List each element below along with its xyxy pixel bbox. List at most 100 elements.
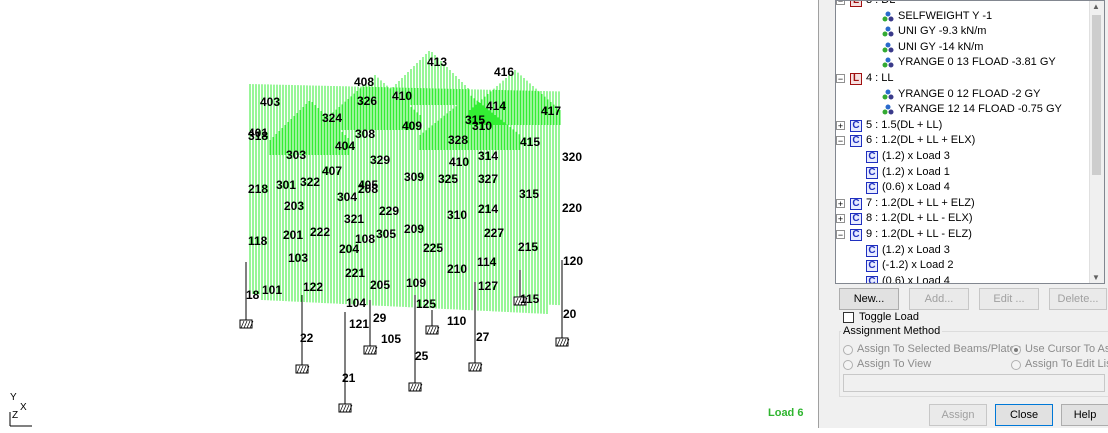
beam-label: 327 (478, 172, 498, 186)
tree-row[interactable]: + C 8 : 1.2(DL + LL - ELX) (836, 211, 1092, 227)
beam-label: 325 (438, 172, 458, 186)
beam-label: 410 (449, 155, 469, 169)
tree-row[interactable]: C (1.2) x Load 3 (836, 243, 1092, 259)
support-hatch (418, 383, 423, 392)
tree-row-label: 3 : DL (866, 0, 896, 6)
combo-load-icon: C (866, 260, 878, 273)
tree-row[interactable]: YRANGE 0 13 FLOAD -3.81 GY (836, 55, 1092, 71)
support-hatch (469, 363, 474, 372)
close-button[interactable]: Close (995, 404, 1053, 426)
help-button[interactable]: Help (1061, 404, 1108, 426)
beam-label: 324 (322, 111, 342, 125)
combo-load-icon: C (866, 182, 878, 195)
assign-button[interactable]: Assign (929, 404, 987, 426)
collapse-icon[interactable]: − (836, 1, 845, 6)
load-item-icon (882, 89, 894, 101)
beam-label: 321 (344, 212, 364, 226)
scroll-thumb[interactable] (1092, 15, 1101, 175)
axis-z-label: Z (12, 410, 18, 421)
combo-load-icon: C (850, 197, 862, 210)
beam-label: 205 (370, 278, 390, 292)
beam-label: 125 (416, 297, 436, 311)
beam-label: 301 (276, 178, 296, 192)
tree-row[interactable]: UNI GY -14 kN/m (836, 40, 1092, 56)
tree-row[interactable]: − C 6 : 1.2(DL + LL + ELX) (836, 133, 1092, 149)
beam-label: 404 (335, 139, 355, 153)
tree-row-label: (1.2) x Load 3 (882, 243, 950, 256)
edit-list-field[interactable] (843, 374, 1105, 392)
beam-label: 20 (563, 307, 577, 321)
tree-row[interactable]: − C 9 : 1.2(DL + LL - ELZ) (836, 227, 1092, 243)
collapse-icon[interactable]: − (836, 229, 845, 240)
support-hatch (345, 404, 350, 413)
add-button[interactable]: Add... (909, 288, 969, 310)
collapse-icon[interactable]: − (836, 136, 845, 147)
tree-row[interactable]: SELFWEIGHT Y -1 (836, 9, 1092, 25)
beam-label: 308 (355, 127, 375, 141)
support-hatch (478, 363, 483, 372)
tree-row[interactable]: YRANGE 12 14 FLOAD -0.75 GY (836, 102, 1092, 118)
beam-label: 417 (541, 104, 561, 118)
tree-scrollbar[interactable]: ▲ ▼ (1089, 1, 1104, 283)
beam-label: 401 (248, 126, 268, 140)
combo-load-icon: C (866, 166, 878, 179)
tree-row[interactable]: YRANGE 0 12 FLOAD -2 GY (836, 87, 1092, 103)
beam-label: 203 (284, 199, 304, 213)
radio-assign-to-view[interactable] (843, 360, 853, 370)
beam-label: 29 (373, 311, 387, 325)
tree-row[interactable]: C (-1.2) x Load 2 (836, 258, 1092, 274)
beam-label: 408 (354, 75, 374, 89)
tree-row-label: UNI GY -9.3 kN/m (898, 25, 987, 38)
support-hatch (364, 346, 369, 355)
tree-row[interactable]: − L 4 : LL (836, 71, 1092, 87)
beam-label: 115 (520, 292, 540, 306)
scroll-down-icon[interactable]: ▼ (1092, 273, 1100, 282)
combo-load-icon: C (850, 135, 862, 148)
beam-label: 229 (379, 204, 399, 218)
beam-label: 103 (288, 251, 308, 265)
support-hatch (299, 365, 304, 374)
toggle-load-label: Toggle Load (859, 311, 919, 323)
tree-row[interactable]: C (0.6) x Load 4 (836, 274, 1092, 283)
tree-row[interactable]: C (0.6) x Load 4 (836, 180, 1092, 196)
tree-row[interactable]: C (1.2) x Load 1 (836, 165, 1092, 181)
beam-label: 121 (349, 317, 369, 331)
tree-row-label: (1.2) x Load 1 (882, 165, 950, 178)
tree-row-label: (1.2) x Load 3 (882, 149, 950, 162)
beam-label: 413 (427, 55, 447, 69)
load-item-icon (882, 104, 894, 116)
tree-row[interactable]: + C 7 : 1.2(DL + LL + ELZ) (836, 196, 1092, 212)
beam-label: 120 (563, 254, 583, 268)
toggle-load-checkbox[interactable] (843, 312, 854, 323)
collapse-icon[interactable]: − (836, 73, 845, 84)
assignment-method-title: Assignment Method (841, 325, 943, 337)
load-item-icon (882, 57, 894, 69)
radio-selected-beams[interactable] (843, 345, 853, 355)
model-viewport[interactable]: 413 416 408 417 403 326 410 414 324 401 409 315 308 4… (0, 0, 815, 428)
beam-label: 109 (406, 276, 426, 290)
combo-load-icon: C (850, 119, 862, 132)
expand-icon[interactable]: + (836, 214, 845, 225)
expand-icon[interactable]: + (836, 120, 845, 131)
support-hatch (472, 363, 477, 372)
beam-label: 410 (392, 89, 412, 103)
tree-row[interactable]: − L 3 : DL (836, 0, 1092, 9)
tree-row[interactable]: C (1.2) x Load 3 (836, 149, 1092, 165)
scroll-up-icon[interactable]: ▲ (1092, 2, 1100, 11)
new-button[interactable]: New... (839, 288, 899, 310)
support-hatch (426, 326, 431, 335)
radio-use-cursor[interactable] (1011, 345, 1021, 355)
support-hatch (514, 297, 519, 306)
beam-label: 405 (358, 178, 378, 192)
radio-edit-list[interactable] (1011, 360, 1021, 370)
load-tree[interactable]: − L 3 : DL SELFWEIGHT Y -1 UNI GY -9.3 kN/m U… (835, 0, 1105, 284)
beam-label: 209 (404, 222, 424, 236)
tree-row[interactable]: + C 5 : 1.5(DL + LL) (836, 118, 1092, 134)
support-hatch (565, 338, 570, 347)
delete-button[interactable]: Delete... (1049, 288, 1107, 310)
expand-icon[interactable]: + (836, 198, 845, 209)
combo-load-icon: C (850, 213, 862, 226)
tree-row[interactable]: UNI GY -9.3 kN/m (836, 24, 1092, 40)
edit-button[interactable]: Edit ... (979, 288, 1039, 310)
